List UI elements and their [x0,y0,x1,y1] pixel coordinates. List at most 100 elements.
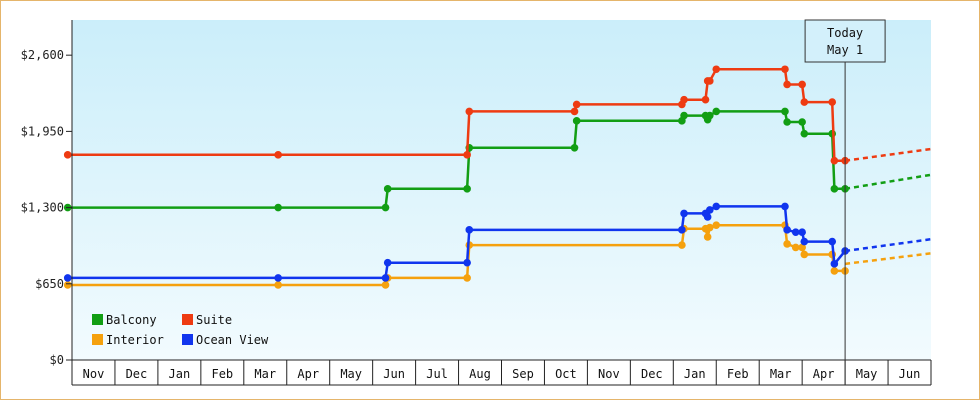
today-label: Today [827,26,863,40]
data-point [706,77,714,85]
legend-item-ocean-view: Ocean View [196,333,269,347]
legend-swatch [92,334,103,345]
data-point [678,226,686,234]
data-point [781,202,789,211]
data-point [463,274,471,282]
projection-line [844,147,932,162]
data-point [703,233,712,241]
data-point [830,185,839,193]
data-point [798,243,806,252]
data-point [712,107,721,116]
data-point [781,65,789,74]
data-point [572,117,581,125]
data-point [63,151,72,159]
data-point [706,206,714,214]
today-date: May 1 [827,43,863,57]
data-point [465,107,474,116]
data-point [800,98,809,106]
data-point [830,260,839,268]
month-label: Nov [598,367,620,381]
data-point [783,118,791,126]
month-label: Jun [899,367,921,381]
month-label: Dec [126,367,148,381]
data-point [703,213,712,221]
data-point [783,80,791,89]
y-tick-label: $1,300 [21,201,64,215]
data-point [830,156,839,165]
legend-swatch [182,314,193,325]
month-label: Nov [83,367,105,381]
month-label: Feb [727,367,749,381]
data-point [712,221,721,229]
month-label: Apr [297,367,319,381]
data-point [798,80,806,89]
month-label: Jan [684,367,706,381]
data-point [381,203,390,212]
data-point [463,151,471,159]
projection-line [844,173,932,191]
month-label: May [340,367,362,381]
month-label: Mar [770,367,792,381]
month-label: Sep [512,367,534,381]
data-point [712,65,721,74]
data-point [706,111,714,120]
legend-swatch [182,334,193,345]
month-label: Jan [169,367,191,381]
data-point [570,107,579,116]
data-point [781,107,789,116]
month-label: Jun [383,367,405,381]
data-point [570,143,579,152]
data-point [830,267,839,275]
y-tick-label: $0 [50,353,64,367]
data-point [706,223,714,232]
data-point [791,243,800,252]
data-point [274,151,282,159]
legend-item-balcony: Balcony [106,313,157,327]
plot-background [72,20,931,360]
month-label: Dec [641,367,663,381]
data-point [572,100,581,109]
data-point [463,185,471,193]
data-point [678,241,686,249]
data-point [383,258,392,267]
projection-line [844,237,932,253]
data-point [800,250,809,259]
data-point [680,209,688,218]
data-point [828,237,837,246]
data-point [701,95,710,104]
legend-item-suite: Suite [196,313,232,327]
data-point [712,202,721,211]
legend-item-interior: Interior [106,333,164,347]
month-label: Aug [469,367,491,381]
data-point [383,185,392,193]
data-point [274,274,282,282]
data-point [274,203,282,212]
y-tick-label: $2,600 [21,48,64,62]
data-point [798,228,806,237]
data-point [63,274,72,282]
projection-line [844,252,932,266]
legend-swatch [92,314,103,325]
today-box [804,19,886,63]
data-point [783,226,791,234]
data-point [465,226,474,234]
month-label: Jul [426,367,448,381]
data-point [783,240,791,248]
month-label: Oct [555,367,577,381]
data-point [798,118,806,126]
data-point [800,237,809,246]
data-point [800,129,809,138]
month-label: May [856,367,878,381]
data-point [680,111,688,120]
data-point [680,95,688,104]
data-point [791,228,800,237]
month-label: Apr [813,367,835,381]
data-point [63,281,72,289]
data-point [828,98,837,106]
month-label: Mar [254,367,276,381]
data-point [274,281,282,289]
data-point [381,274,390,282]
month-label: Feb [211,367,233,381]
data-point [463,258,471,267]
